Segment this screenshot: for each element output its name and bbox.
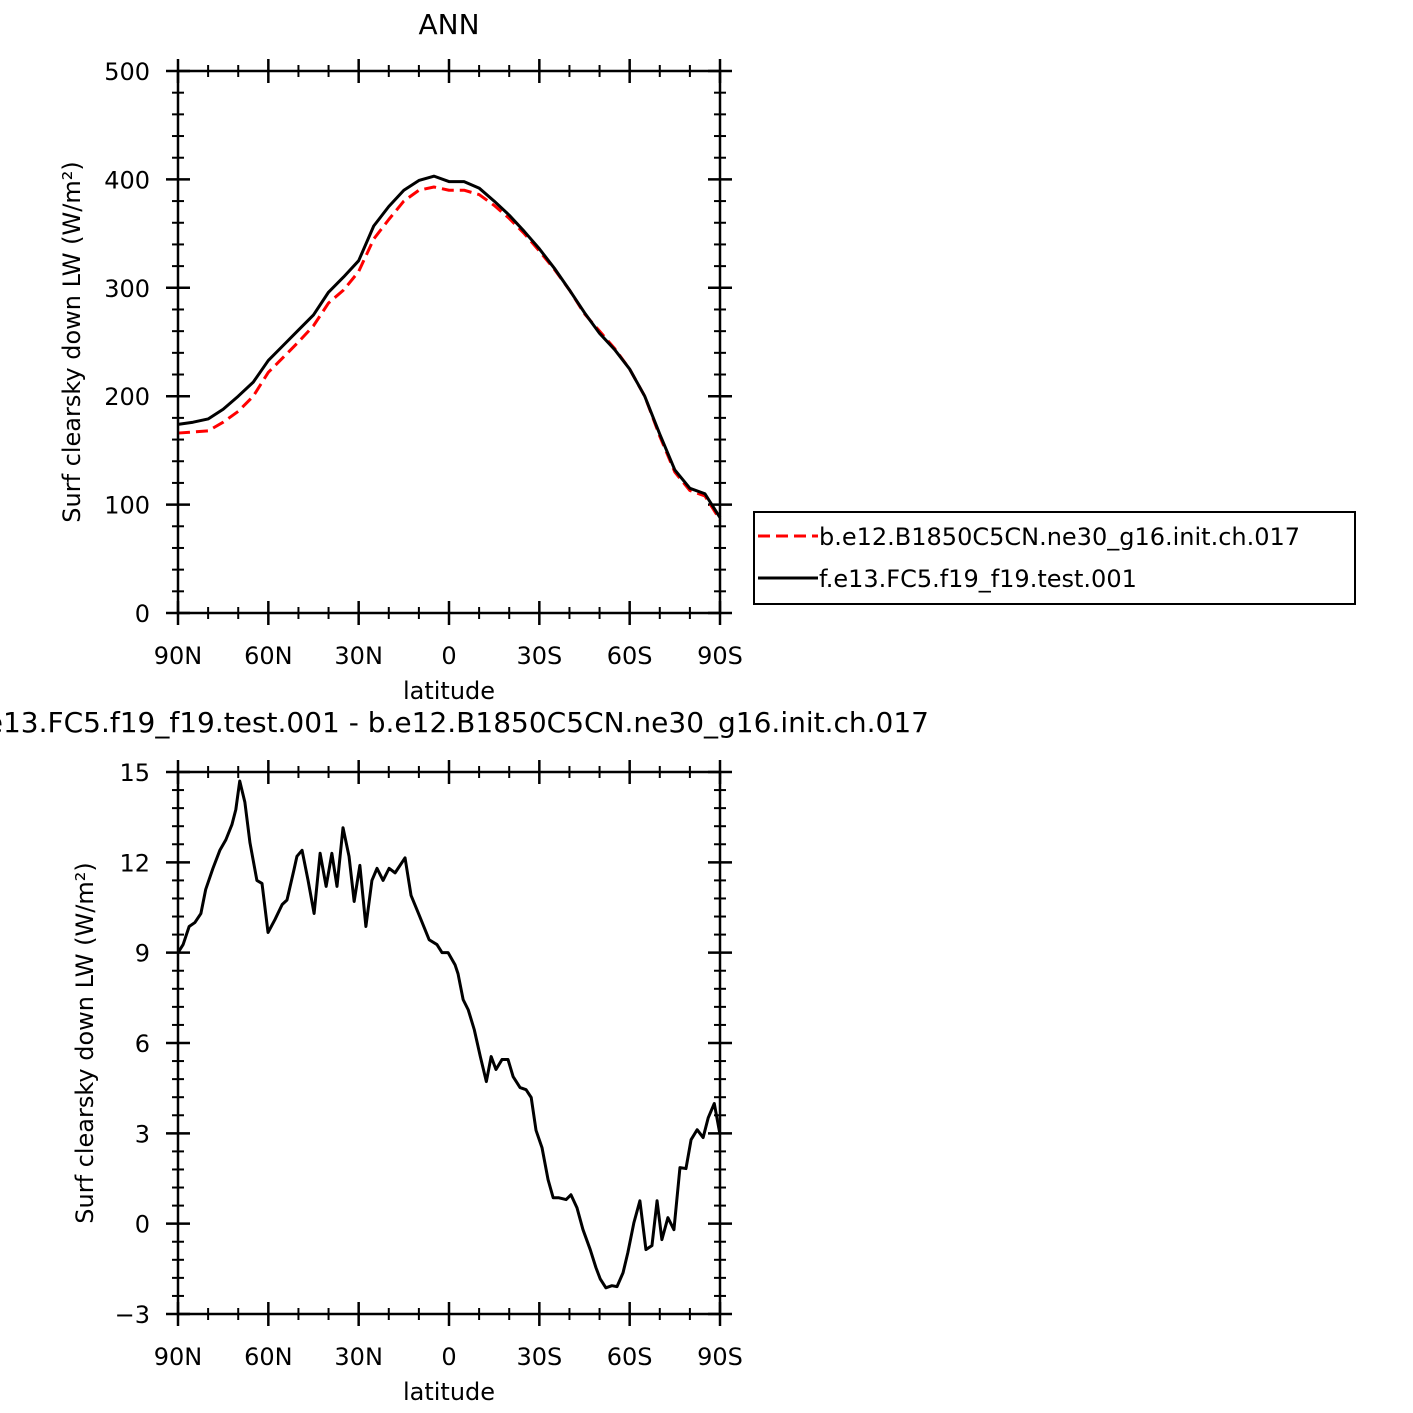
x-tick-label: 30S [516, 1343, 562, 1371]
plot-frame [176, 69, 722, 615]
y-tick-label: 9 [135, 940, 150, 968]
x-axis-label: latitude [403, 677, 495, 705]
x-tick-label: 90N [154, 1343, 203, 1371]
plot-frame [176, 770, 722, 1316]
series-line [176, 779, 722, 1290]
x-tick-label: 60S [607, 642, 653, 670]
x-tick-label: 0 [441, 1343, 456, 1371]
x-tick-label: 30N [334, 1343, 383, 1371]
x-tick-label: 90N [154, 642, 203, 670]
y-tick-label: 3 [135, 1120, 150, 1148]
legend-label: b.e12.B1850C5CN.ne30_g16.init.ch.017 [819, 523, 1300, 551]
chart-title: ANN [418, 8, 479, 41]
y-axis-label: Surf clearsky down LW (W/m²) [58, 161, 86, 522]
y-axis-label: Surf clearsky down LW (W/m²) [71, 862, 99, 1223]
y-tick-label: 500 [104, 58, 150, 86]
y-tick-label: 300 [104, 275, 150, 303]
x-tick-label: 60N [244, 642, 293, 670]
legend-label: f.e13.FC5.f19_f19.test.001 [819, 565, 1137, 593]
series-line [177, 185, 722, 521]
x-tick-label: 30S [516, 642, 562, 670]
x-tick-label: 60N [244, 1343, 293, 1371]
y-tick-label: 6 [135, 1030, 150, 1058]
y-tick-label: 100 [104, 492, 150, 520]
y-tick-label: 0 [135, 600, 150, 628]
x-tick-label: 60S [607, 1343, 653, 1371]
y-tick-label: 12 [119, 849, 150, 877]
x-tick-label: 90S [697, 1343, 743, 1371]
x-tick-label: 0 [441, 642, 456, 670]
x-tick-label: 30N [334, 642, 383, 670]
legend-box [753, 511, 1356, 605]
series-line [177, 174, 722, 519]
x-tick-label: 90S [697, 642, 743, 670]
y-tick-label: 15 [119, 759, 150, 787]
y-tick-label: 0 [135, 1211, 150, 1239]
chart-title: f.e13.FC5.f19_f19.test.001 - b.e12.B1850… [0, 706, 929, 739]
y-tick-label: −3 [115, 1301, 150, 1329]
y-tick-label: 200 [104, 383, 150, 411]
y-tick-label: 400 [104, 166, 150, 194]
x-axis-label: latitude [403, 1378, 495, 1406]
